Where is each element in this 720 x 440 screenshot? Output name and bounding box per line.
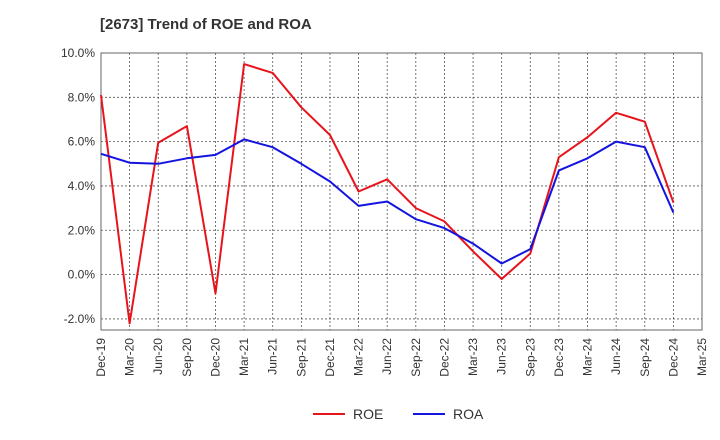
plot-area-border bbox=[100, 52, 703, 331]
x-tick-label: Mar-23 bbox=[466, 338, 480, 376]
x-tick-label: Jun-20 bbox=[151, 338, 165, 375]
y-tick-label: 10.0% bbox=[61, 46, 95, 60]
x-tick-label: Dec-20 bbox=[208, 338, 222, 377]
series-lines bbox=[100, 63, 675, 325]
y-tick-label: 4.0% bbox=[68, 179, 96, 193]
x-tick-label: Dec-24 bbox=[666, 338, 680, 377]
y-axis-ticks: -2.0% 0.0% 2.0% 4.0% 6.0% 8.0% 10.0% bbox=[61, 46, 95, 326]
x-tick-label: Sep-23 bbox=[523, 338, 537, 377]
x-tick-label: Mar-20 bbox=[123, 338, 137, 376]
x-tick-label: Mar-24 bbox=[581, 338, 595, 376]
x-tick-label: Mar-22 bbox=[352, 338, 366, 376]
x-tick-label: Sep-20 bbox=[180, 338, 194, 377]
x-tick-label: Jun-23 bbox=[495, 338, 509, 375]
chart-title: [2673] Trend of ROE and ROA bbox=[100, 16, 312, 33]
legend: ROE ROA bbox=[313, 406, 484, 422]
legend-label-roa: ROA bbox=[453, 406, 484, 422]
series-line-roe bbox=[100, 63, 675, 325]
x-tick-label: Mar-21 bbox=[237, 338, 251, 376]
x-tick-label: Jun-22 bbox=[380, 338, 394, 375]
x-tick-label: Dec-23 bbox=[552, 338, 566, 377]
x-tick-label: Sep-22 bbox=[409, 338, 423, 377]
x-tick-label: Jun-24 bbox=[609, 338, 623, 375]
x-tick-label: Jun-21 bbox=[266, 338, 280, 375]
y-tick-label: 6.0% bbox=[68, 135, 96, 149]
x-tick-label: Mar-25 bbox=[695, 338, 709, 376]
grid-lines bbox=[100, 52, 703, 330]
x-tick-label: Dec-22 bbox=[437, 338, 451, 377]
x-tick-label: Sep-21 bbox=[294, 338, 308, 377]
y-tick-label: -2.0% bbox=[64, 312, 96, 326]
x-tick-label: Dec-19 bbox=[94, 338, 108, 377]
y-tick-label: 2.0% bbox=[68, 223, 96, 237]
x-axis-ticks: Dec-19 Mar-20 Jun-20 Sep-20 Dec-20 Mar-21 Jun-… bbox=[94, 338, 709, 377]
y-tick-label: 0.0% bbox=[68, 268, 96, 282]
x-tick-label: Dec-21 bbox=[323, 338, 337, 377]
series-line-roa bbox=[100, 138, 675, 265]
y-tick-label: 8.0% bbox=[68, 90, 96, 104]
x-tick-label: Sep-24 bbox=[638, 338, 652, 377]
legend-label-roe: ROE bbox=[353, 406, 383, 422]
